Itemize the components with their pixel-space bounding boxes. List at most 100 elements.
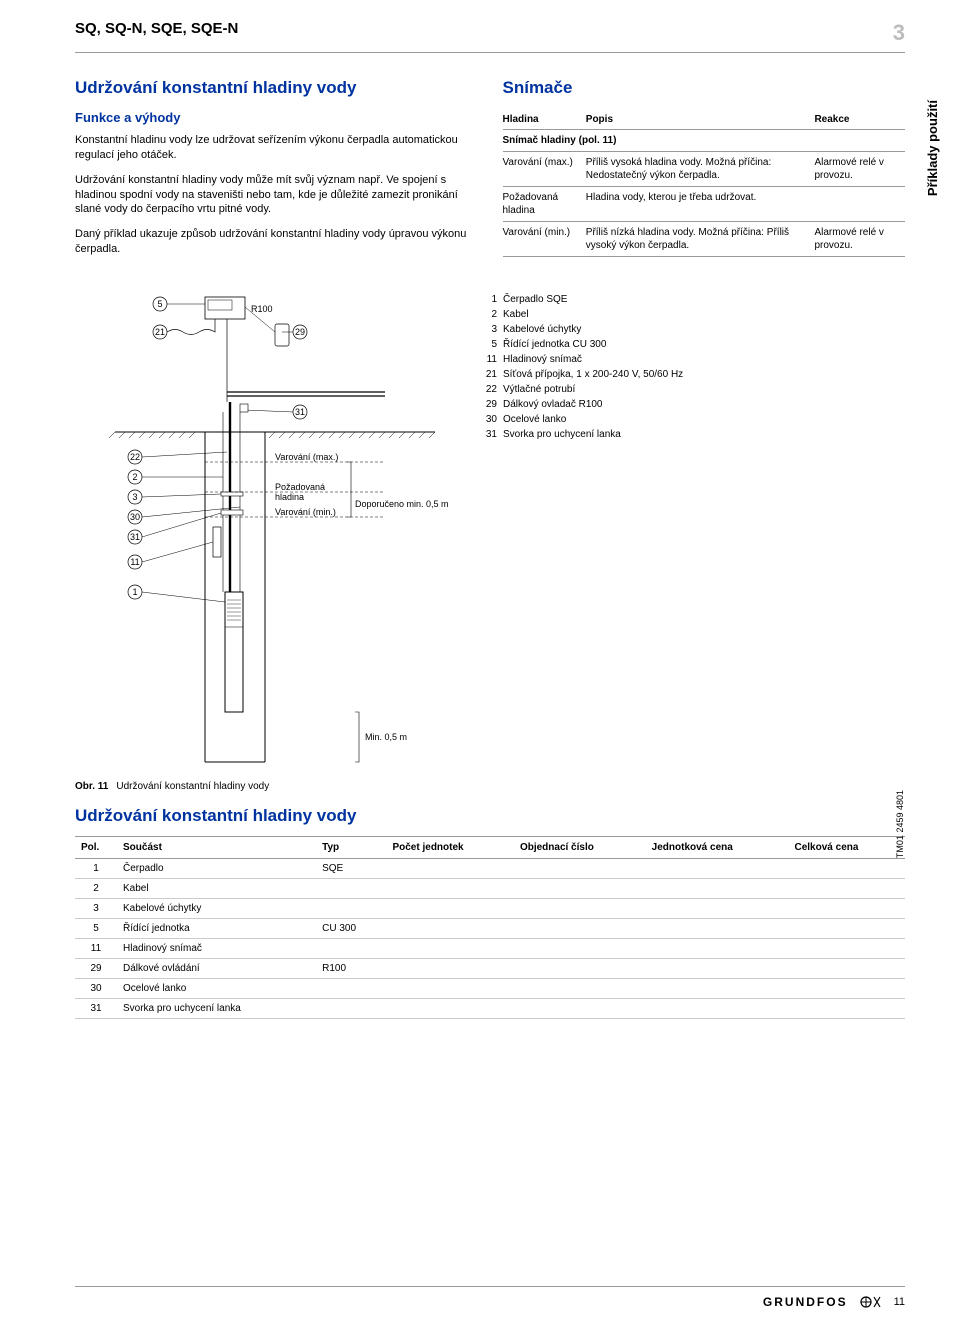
table-row: 29Dálkové ovládáníR100 [75, 958, 905, 978]
header-divider [75, 52, 905, 53]
figure-caption: Udržování konstantní hladiny vody [116, 781, 269, 792]
sensors-title: Snímače [503, 78, 906, 98]
pump-diagram-svg: R100 5 21 29 31 [75, 292, 455, 772]
cell: Ocelové lanko [117, 978, 316, 998]
section-title: Udržování konstantní hladiny vody [75, 78, 478, 98]
page-header: SQ, SQ-N, SQE, SQE-N 3 [75, 20, 905, 46]
col-header: Jednotková cena [646, 836, 789, 858]
col-header: Popis [586, 110, 815, 130]
cell [316, 878, 386, 898]
cell [386, 878, 513, 898]
cell: R100 [316, 958, 386, 978]
subhead-cell: Snímač hladiny (pol. 11) [503, 130, 906, 152]
cell: Hladinový snímač [117, 938, 316, 958]
footer-brand: GRUNDFOS [763, 1295, 848, 1309]
cell [316, 938, 386, 958]
cell: Řídící jednotka [117, 918, 316, 938]
page-footer: GRUNDFOS 11 [75, 1286, 905, 1311]
cell: SQE [316, 858, 386, 878]
cell [316, 978, 386, 998]
table-row: 30Ocelové lanko [75, 978, 905, 998]
cell [789, 998, 906, 1018]
side-tab-label: Příklady použití [925, 100, 940, 196]
page-root: SQ, SQ-N, SQE, SQE-N 3 Příklady použití … [0, 0, 960, 1329]
parts-table: Pol. Součást Typ Počet jednotek Objednac… [75, 836, 905, 1019]
left-column: Udržování konstantní hladiny vody Funkce… [75, 78, 478, 267]
cell [316, 898, 386, 918]
cell [386, 938, 513, 958]
svg-text:31: 31 [295, 407, 305, 417]
cell [789, 878, 906, 898]
cell [386, 958, 513, 978]
cell: 3 [75, 898, 117, 918]
svg-text:1: 1 [132, 587, 137, 597]
annot-min-bottom: Min. 0,5 m [365, 732, 407, 742]
svg-text:2: 2 [132, 472, 137, 482]
cell: Hladina vody, kterou je třeba udržovat. [586, 187, 815, 222]
diagram-zone: R100 5 21 29 31 [75, 292, 905, 792]
cell [386, 998, 513, 1018]
cell [789, 978, 906, 998]
chapter-number: 3 [893, 20, 905, 46]
svg-text:31: 31 [130, 532, 140, 542]
annot-req-level1: Požadovaná [275, 482, 325, 492]
legend-item: 29Dálkový ovladač R100 [475, 397, 683, 412]
cell [514, 998, 646, 1018]
legend-item: 30Ocelové lanko [475, 412, 683, 427]
cell [789, 938, 906, 958]
cell [514, 898, 646, 918]
cell: Svorka pro uchycení lanka [117, 998, 316, 1018]
table-row: 5Řídící jednotkaCU 300 [75, 918, 905, 938]
subsection-title: Funkce a výhody [75, 110, 478, 125]
cell [386, 918, 513, 938]
svg-text:29: 29 [295, 327, 305, 337]
legend-item: 31Svorka pro uchycení lanka [475, 427, 683, 442]
diagram-figure: R100 5 21 29 31 [75, 292, 455, 792]
cell: Kabelové úchytky [117, 898, 316, 918]
figure-reference: TM01 2459 4801 [895, 790, 905, 858]
legend-item: 3Kabelové úchytky [475, 322, 683, 337]
table-row: Varování (max.) Příliš vysoká hladina vo… [503, 152, 906, 187]
cell [514, 858, 646, 878]
cell: Příliš nízká hladina vody. Možná příčina… [586, 222, 815, 257]
cell: CU 300 [316, 918, 386, 938]
legend-item: 2Kabel [475, 307, 683, 322]
parts-title: Udržování konstantní hladiny vody [75, 806, 905, 826]
cell: Varování (min.) [503, 222, 586, 257]
cell [386, 898, 513, 918]
cell [814, 187, 905, 222]
col-header: Reakce [814, 110, 905, 130]
brand-logo-icon [860, 1293, 882, 1311]
cell [514, 878, 646, 898]
product-code: SQ, SQ-N, SQE, SQE-N [75, 20, 238, 37]
svg-text:22: 22 [130, 452, 140, 462]
cell [514, 958, 646, 978]
cell [514, 918, 646, 938]
legend-item: 21Síťová přípojka, 1 x 200-240 V, 50/60 … [475, 367, 683, 382]
annot-req-level2: hladina [275, 492, 304, 502]
cell [646, 858, 789, 878]
cell: Čerpadlo [117, 858, 316, 878]
cell [646, 958, 789, 978]
cell [789, 858, 906, 878]
col-header: Celková cena [789, 836, 906, 858]
cell: 31 [75, 998, 117, 1018]
col-header: Pol. [75, 836, 117, 858]
legend-item: 1Čerpadlo SQE [475, 292, 683, 307]
cell [316, 998, 386, 1018]
r100-label: R100 [251, 304, 273, 314]
table-row: 31Svorka pro uchycení lanka [75, 998, 905, 1018]
cell [789, 958, 906, 978]
legend-item: 5Řídící jednotka CU 300 [475, 337, 683, 352]
svg-text:3: 3 [132, 492, 137, 502]
legend-list: 1Čerpadlo SQE 2Kabel 3Kabelové úchytky 5… [475, 292, 683, 442]
annot-var-max: Varování (max.) [275, 452, 338, 462]
table-row: 3Kabelové úchytky [75, 898, 905, 918]
cell [789, 898, 906, 918]
cell [646, 898, 789, 918]
table-row: 1ČerpadloSQE [75, 858, 905, 878]
cell: Příliš vysoká hladina vody. Možná příčin… [586, 152, 815, 187]
footer-page-number: 11 [894, 1296, 905, 1308]
sensors-table: Hladina Popis Reakce Snímač hladiny (pol… [503, 110, 906, 257]
paragraph: Udržování konstantní hladiny vody může m… [75, 173, 478, 218]
